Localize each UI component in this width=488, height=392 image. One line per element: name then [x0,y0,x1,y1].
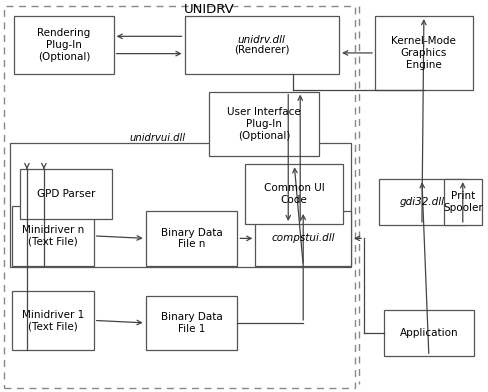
Text: Rendering
Plug-In
(Optional): Rendering Plug-In (Optional) [37,28,90,62]
Bar [145,211,237,266]
Bar [20,169,112,219]
Text: Common UI
Code: Common UI Code [264,183,325,205]
Bar [14,16,114,74]
Bar [10,143,351,267]
Text: Application: Application [400,328,458,338]
Text: Minidriver n
(Text File): Minidriver n (Text File) [22,225,84,247]
Text: (Renderer): (Renderer) [234,45,289,55]
Text: compstui.dll: compstui.dll [271,233,335,243]
Text: Print
Spooler: Print Spooler [443,191,483,213]
Bar [184,16,339,74]
Text: gdi32.dll: gdi32.dll [399,197,445,207]
Text: GPD Parser: GPD Parser [37,189,95,199]
Bar [4,6,355,388]
Text: unidrvui.dll: unidrvui.dll [130,133,185,143]
Text: User Interface
Plug-In
(Optional): User Interface Plug-In (Optional) [227,107,301,141]
Bar [12,290,94,350]
Bar [145,296,237,350]
Bar [375,16,473,90]
Text: Binary Data
File n: Binary Data File n [161,228,223,249]
Bar [12,206,94,266]
Text: Minidriver 1
(Text File): Minidriver 1 (Text File) [22,310,84,331]
Bar [384,310,474,356]
Text: unidrv.dll: unidrv.dll [238,35,286,45]
Bar [379,179,465,225]
Bar [444,179,482,225]
Text: Binary Data
File 1: Binary Data File 1 [161,312,223,334]
Text: UNIDRV: UNIDRV [184,3,235,16]
Text: Kernel-Mode
Graphics
Engine: Kernel-Mode Graphics Engine [391,36,456,69]
Bar [209,92,319,156]
Bar [245,164,343,224]
Bar [255,211,351,266]
